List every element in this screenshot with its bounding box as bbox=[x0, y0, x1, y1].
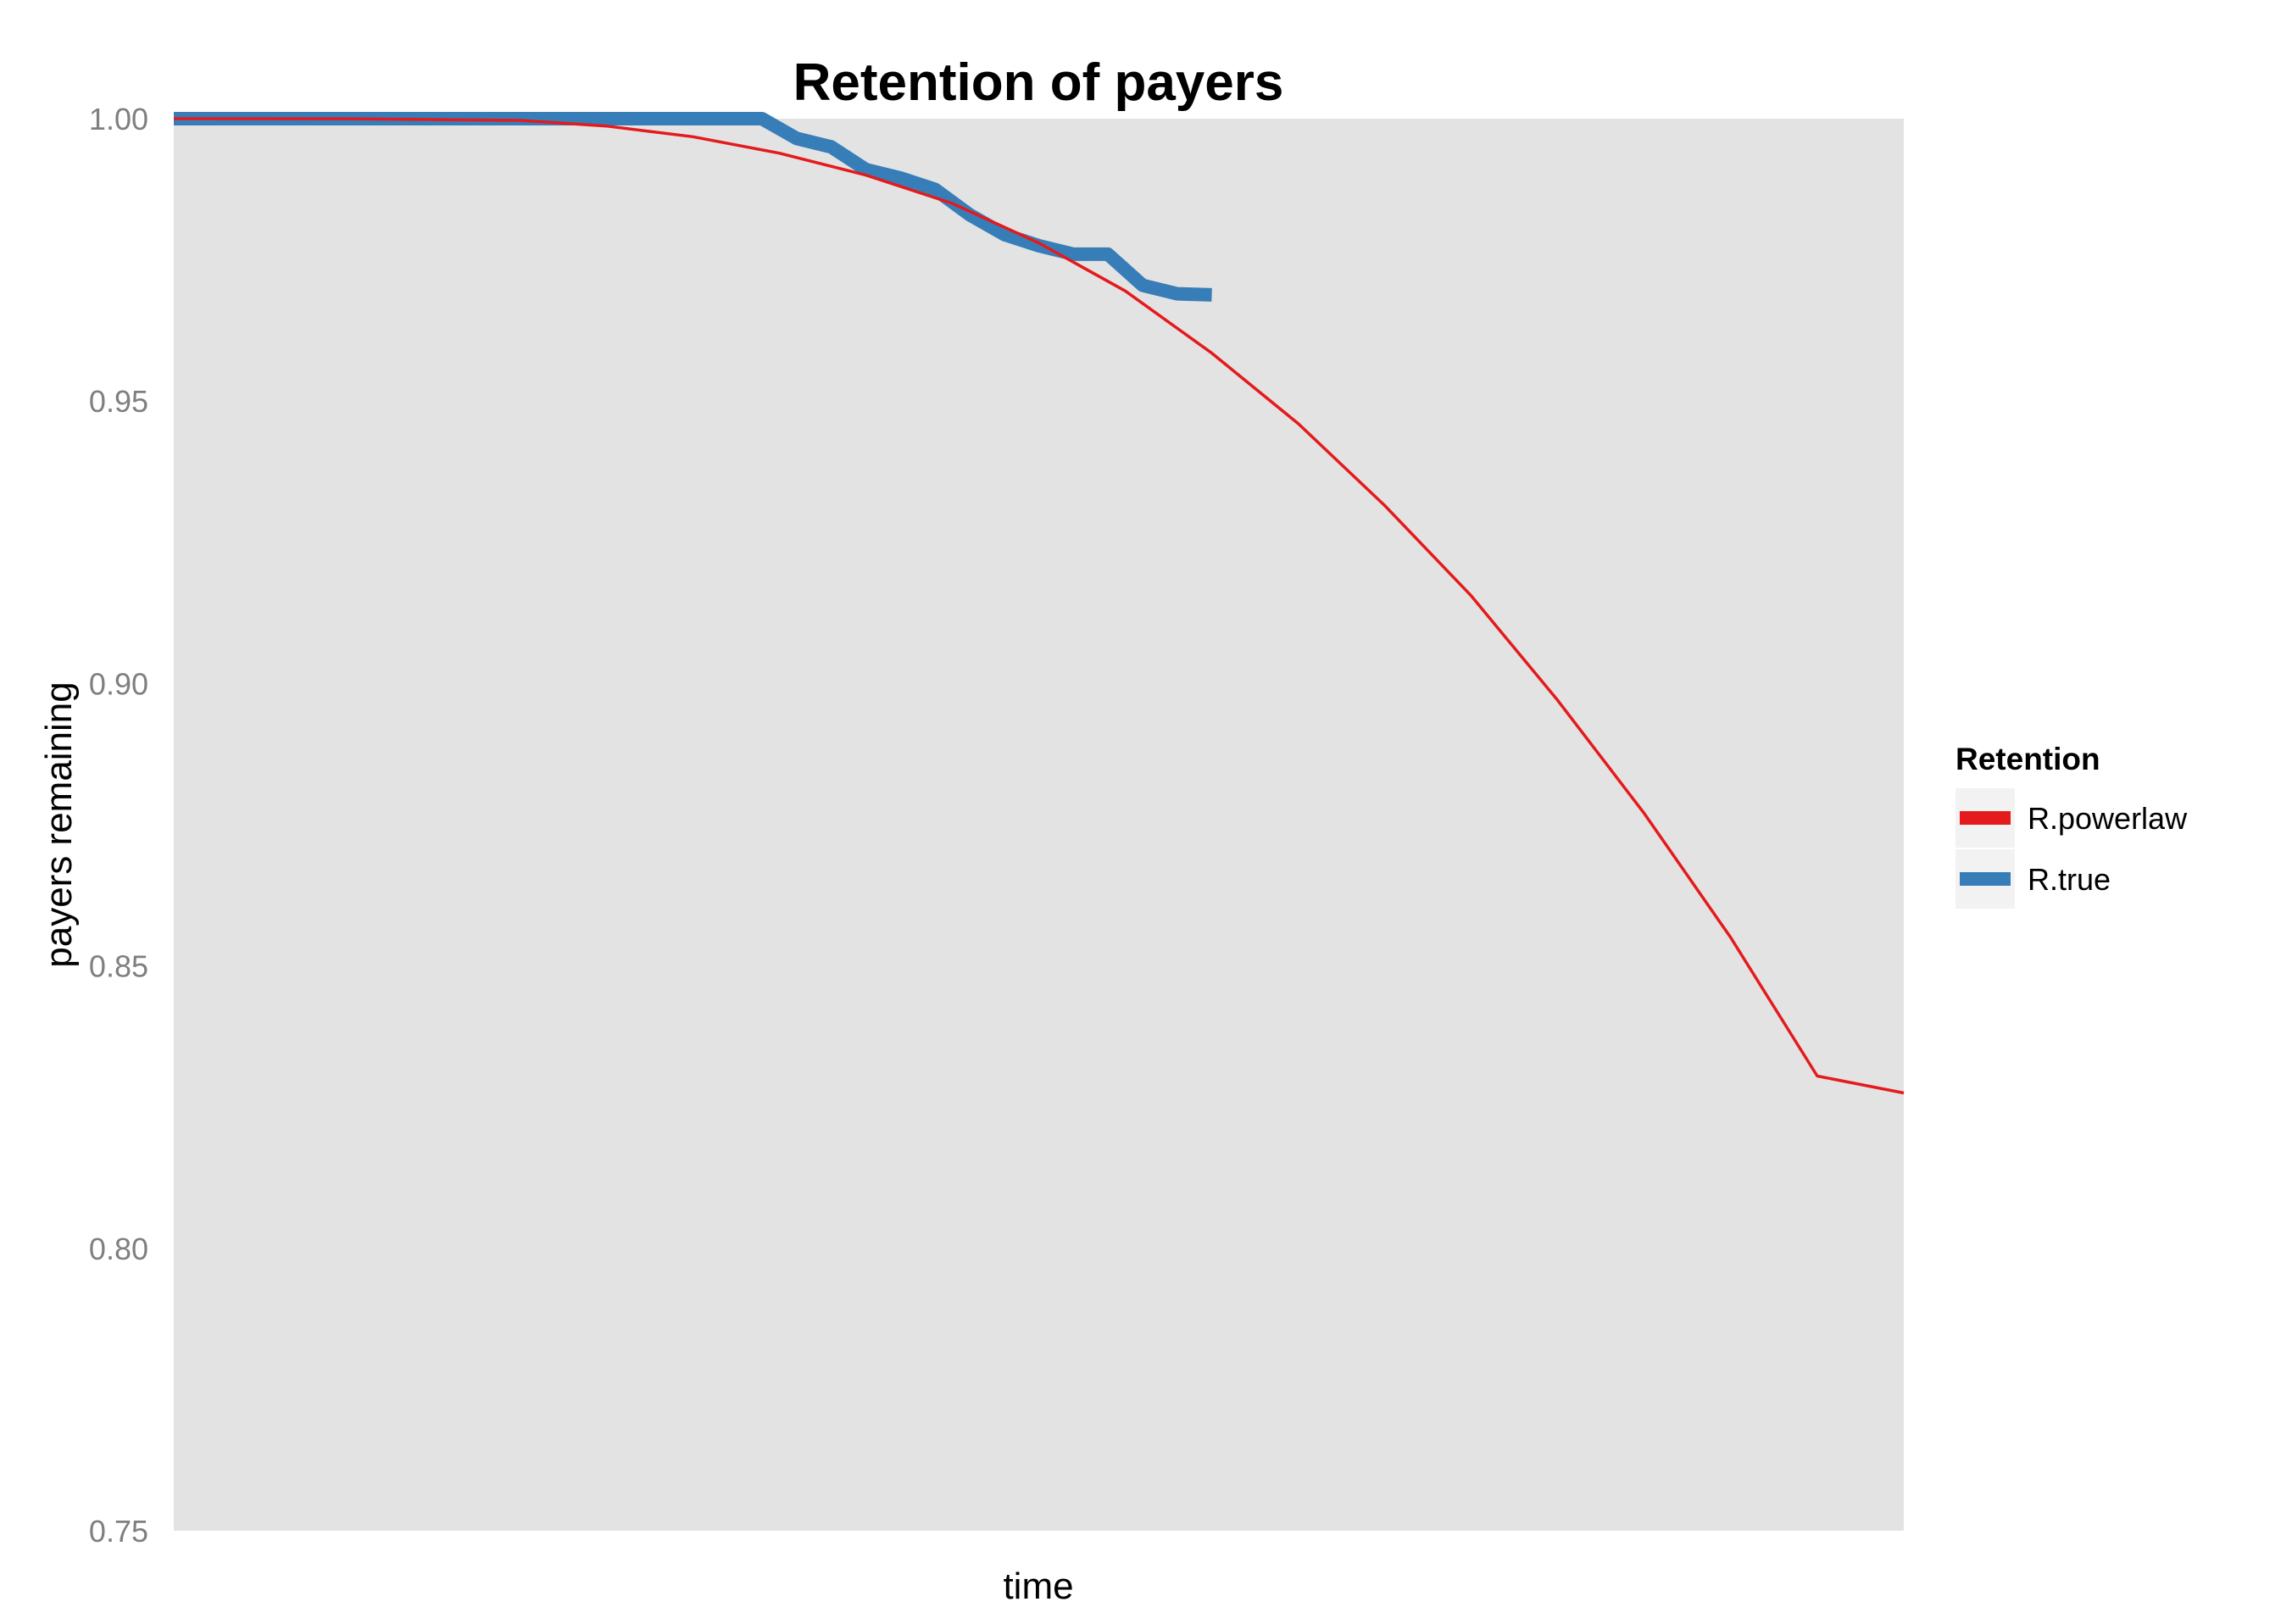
legend-items: R.powerlaw R.true bbox=[1956, 788, 2188, 909]
chart-title: Retention of payers bbox=[793, 53, 1284, 112]
x-axis-label: time bbox=[1003, 1566, 1073, 1607]
series-line-r-true bbox=[174, 112, 1212, 302]
series-line-r-powerlaw bbox=[173, 117, 1905, 1095]
series-layer bbox=[173, 112, 1905, 1095]
y-tick-label: 1.00 bbox=[89, 102, 148, 136]
y-axis-ticks: 1.00 0.95 0.90 0.85 0.80 0.75 bbox=[89, 102, 148, 1549]
y-tick-label: 0.80 bbox=[89, 1232, 148, 1266]
legend-label: R.powerlaw bbox=[2028, 801, 2188, 836]
legend: Retention R.powerlaw R.true bbox=[1956, 742, 2188, 909]
legend-swatch bbox=[1960, 811, 2011, 825]
legend-title: Retention bbox=[1956, 742, 2100, 776]
y-tick-label: 0.75 bbox=[89, 1514, 148, 1549]
y-tick-label: 0.90 bbox=[89, 666, 148, 701]
plot-panel bbox=[174, 119, 1904, 1531]
y-tick-label: 0.95 bbox=[89, 384, 148, 419]
legend-swatch bbox=[1960, 872, 2011, 886]
legend-label: R.true bbox=[2028, 862, 2111, 897]
y-axis-label: payers remaining bbox=[38, 681, 80, 968]
y-tick-label: 0.85 bbox=[89, 949, 148, 984]
